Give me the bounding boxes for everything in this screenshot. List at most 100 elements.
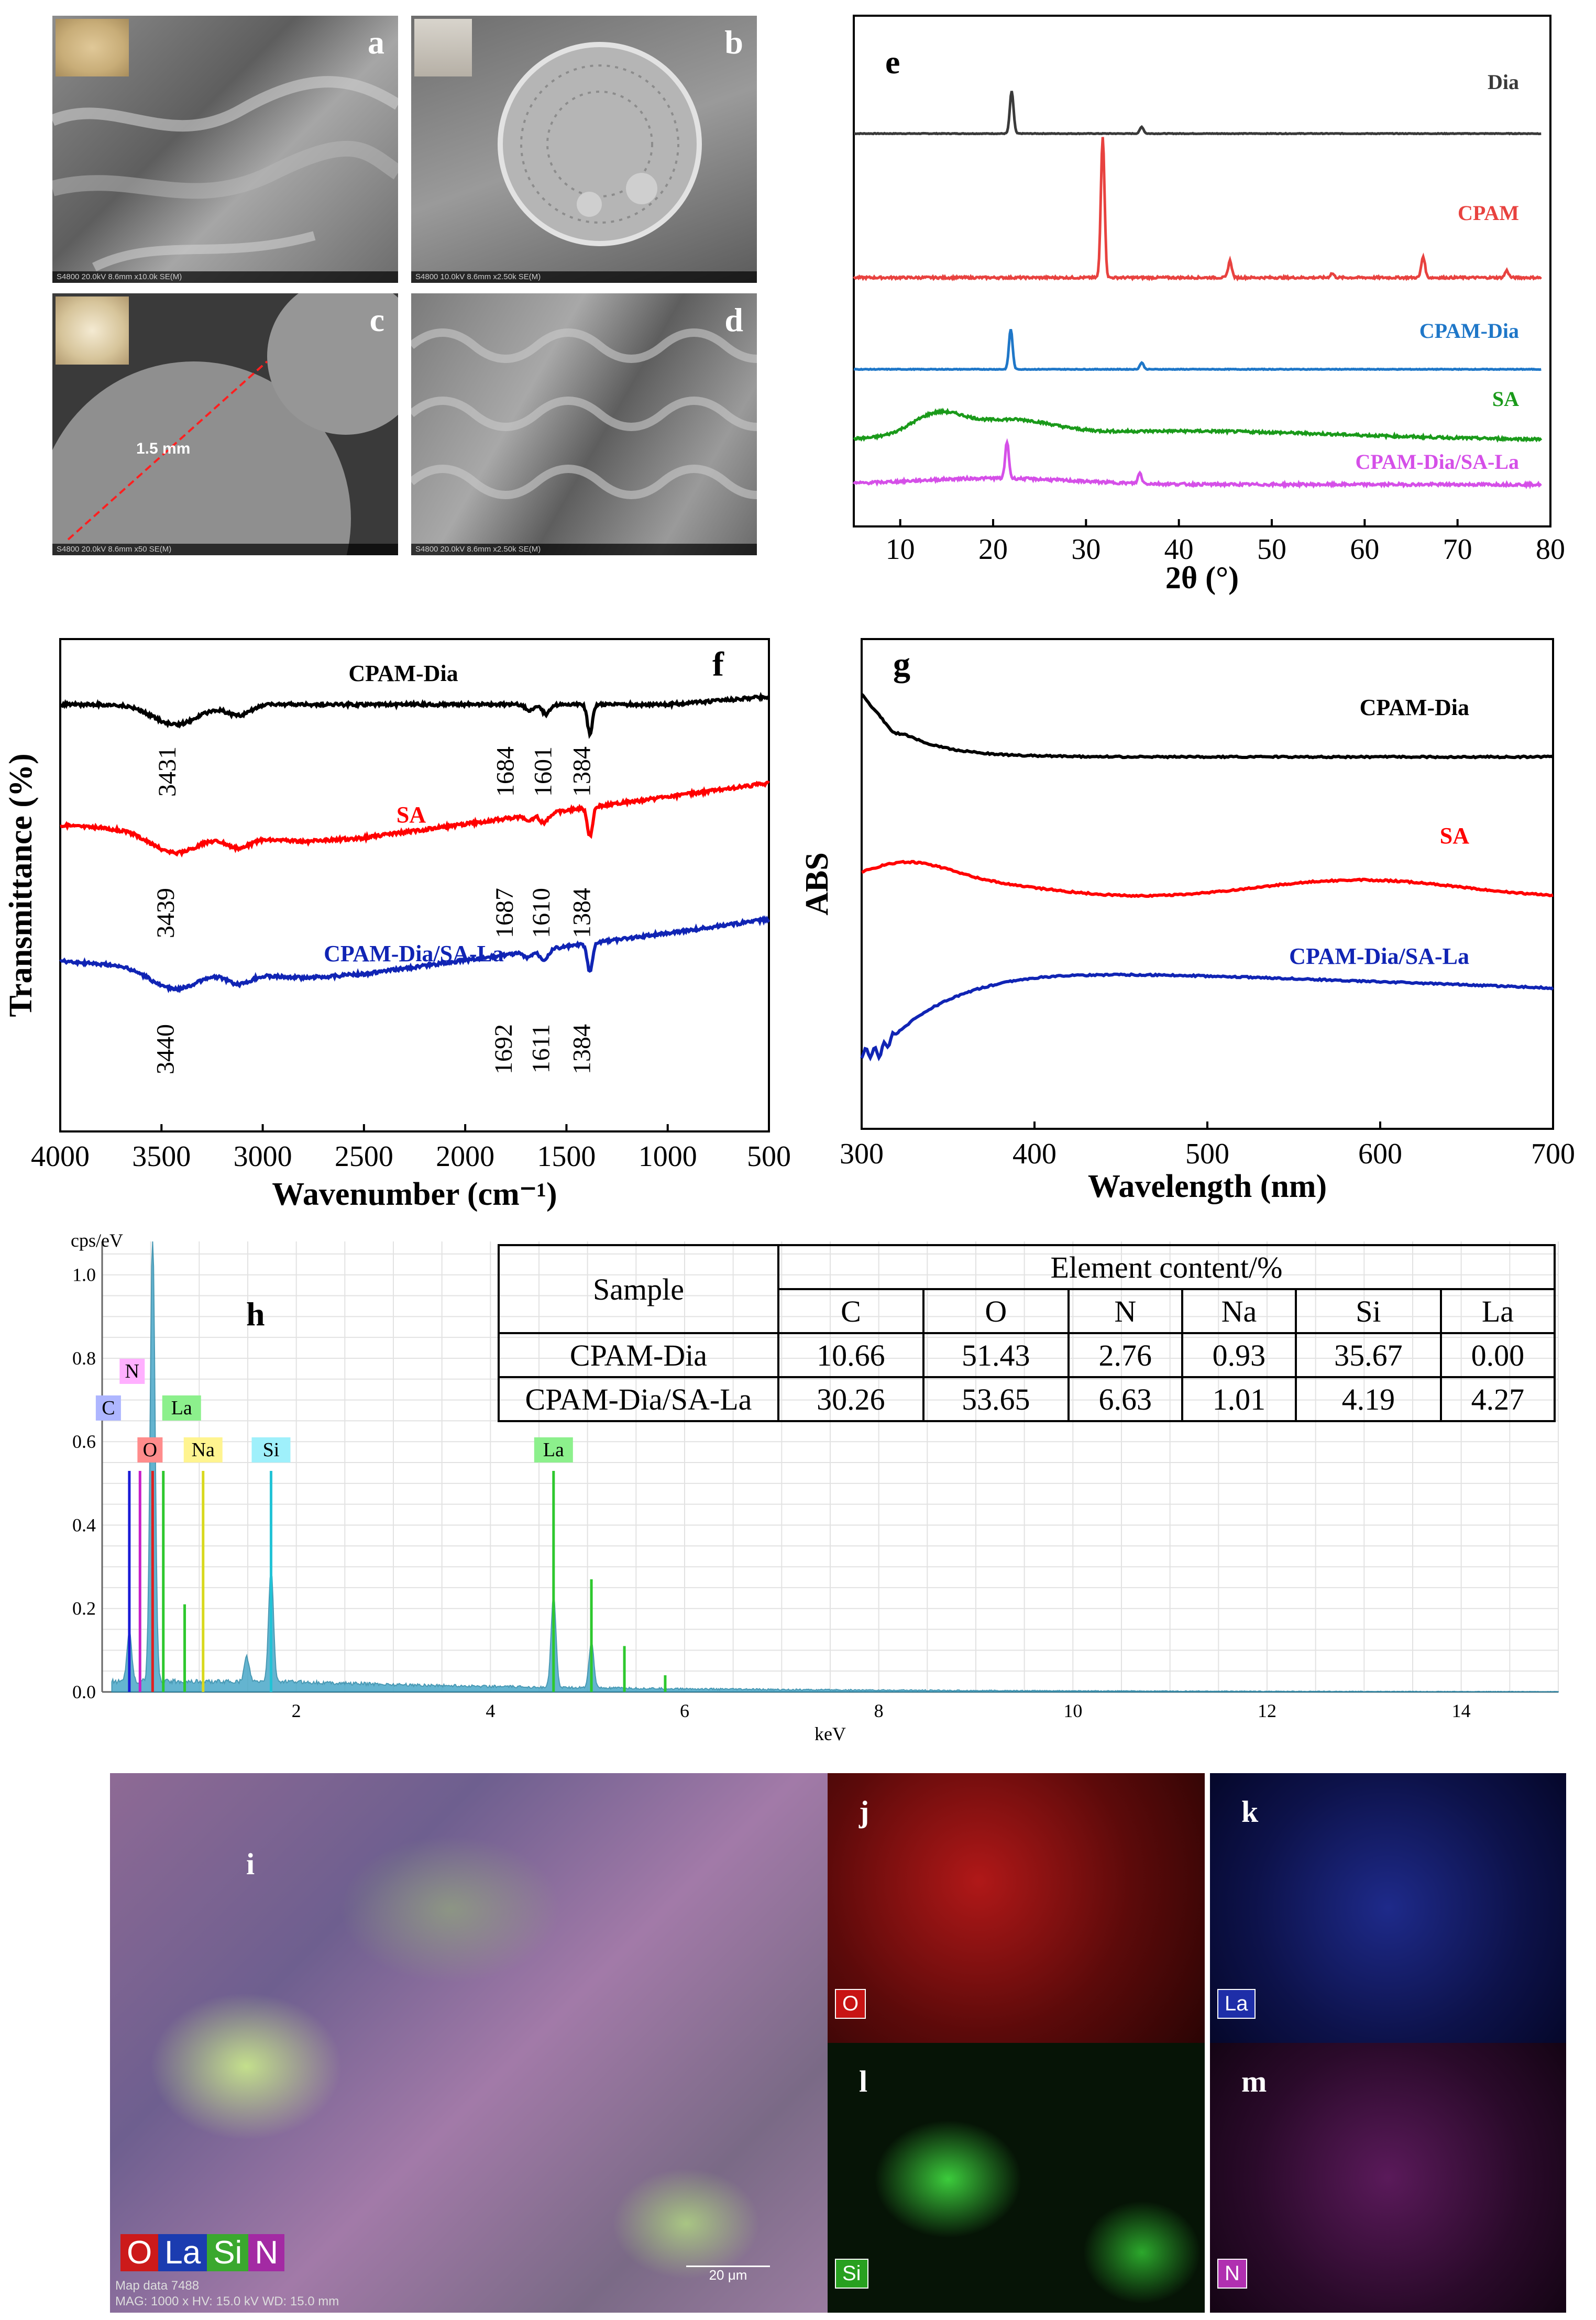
element-tag: Si [835,2259,868,2289]
x-tick-label: 2500 [335,1140,393,1173]
y-tick-label: 0.2 [72,1598,96,1619]
sample-cell: CPAM-Dia/SA-La [498,1376,779,1422]
bead-shapes [52,293,398,555]
wrinkle-texture [411,328,757,499]
band-label: 1611 [527,1024,555,1073]
scale-bar: 20 μm [686,2266,770,2283]
element-tag: O [143,1439,157,1461]
panel-label: b [724,24,743,61]
y-axis-label: cps/eV [71,1230,123,1251]
element-tag-bg [251,1437,291,1463]
map-overlay-i: i O La Si N Map data 7488 MAG: 1000 x HV… [110,1773,828,2313]
panel-label: c [369,301,384,338]
x-tick-label: 80 [1536,533,1565,566]
x-tick-label: 10 [1063,1700,1082,1721]
x-tick-label: 14 [1452,1700,1471,1721]
x-tick-label: 4 [486,1700,495,1721]
element-tag-bg [137,1437,163,1463]
col-header: N [1067,1288,1183,1334]
x-tick-label: 2 [292,1700,301,1721]
panel-label: g [893,645,910,684]
value-cell: 4.27 [1439,1376,1556,1422]
x-tick-label: 8 [874,1700,884,1721]
map-si-l: l Si [828,2043,1205,2313]
series-label: Dia [1488,70,1519,94]
series-label: CPAM-Dia [348,661,458,686]
panel-label: k [1241,1795,1259,1829]
x-tick-label: 700 [1531,1138,1575,1170]
y-axis-label: ABS [799,852,835,916]
legend-si: Si [207,2234,249,2271]
map-o-j: j O [828,1773,1205,2043]
x-tick-label: 30 [1071,533,1100,566]
panel-label: e [885,43,900,81]
x-tick-label: 500 [1185,1138,1229,1170]
band-label: 1601 [529,746,557,797]
band-label: 1384 [568,1024,596,1074]
series-line [853,91,1542,136]
x-tick-label: 70 [1443,533,1472,566]
x-tick-label: 600 [1358,1138,1402,1170]
series-line [853,329,1542,371]
legend-n: N [248,2234,285,2271]
series-label: CPAM-Dia/SA-La [324,941,504,966]
x-axis-label: 2θ (°) [1165,560,1239,595]
sem-panel-b: b S4800 10.0kV 8.6mm x2.50k SE(M) [411,16,757,283]
band-label: 3431 [153,746,181,797]
value-cell: 53.65 [922,1376,1070,1422]
series-line [861,860,1554,898]
x-tick-label: 40 [1164,533,1194,566]
value-cell: 1.01 [1181,1376,1297,1422]
x-tick-label: 10 [886,533,915,566]
map-legend: O La Si N [120,2234,285,2271]
series-line [852,438,1542,490]
series-line [853,137,1543,282]
chart-e-xrd: 10 20 30 40 50 60 70 80 2θ (°) e Dia CPAM CPAM-Dia SA… [852,15,1565,595]
value-cell: 0.00 [1439,1332,1556,1378]
value-cell: 0.93 [1181,1332,1297,1378]
value-cell: 30.26 [777,1376,924,1422]
x-tick-label: 300 [840,1138,884,1170]
series-line [60,780,770,858]
element-tag: O [835,1989,866,2019]
value-cell: 2.76 [1067,1332,1183,1378]
x-tick-label: 4000 [31,1140,90,1173]
legend-la: La [158,2234,207,2271]
series-line [853,408,1543,443]
x-tick-label: 1500 [537,1140,596,1173]
x-tick-label: 500 [747,1140,791,1173]
x-tick-label: 400 [1012,1138,1056,1170]
series-line [860,972,1554,1062]
sem-texture [52,76,398,272]
series-label: SA [397,802,426,828]
panel-label: d [724,301,743,338]
map-la-k: k La [1210,1773,1566,2043]
value-cell: 4.19 [1294,1376,1442,1422]
panel-label: h [246,1295,265,1333]
x-axis-label: Wavenumber (cm⁻¹) [272,1177,557,1212]
element-tag-bg [95,1395,121,1421]
plot-frame [59,638,770,1132]
x-axis-label: keV [814,1723,846,1744]
element-tag: Na [192,1439,215,1461]
y-tick-label: 0.8 [72,1348,96,1369]
x-tick-label: 60 [1350,533,1379,566]
band-label: 3439 [152,888,180,938]
col-header: Si [1294,1288,1442,1334]
inset-photo [56,296,129,365]
band-label: 3440 [151,1024,179,1074]
series-label: SA [1440,823,1469,849]
band-label: 1384 [568,888,596,938]
sem-footer: S4800 10.0kV 8.6mm x2.50k SE(M) [411,271,757,283]
group-header: Element content/% [777,1244,1556,1290]
sample-cell: CPAM-Dia [498,1332,779,1378]
sample-header: Sample [498,1244,779,1334]
panel-label: l [859,2064,868,2098]
y-axis-label: Transmittance (%) [3,753,39,1017]
band-label: 1610 [527,888,555,938]
panel-label: m [1241,2064,1267,2098]
col-header: C [777,1288,924,1334]
series-line [860,693,1554,760]
inset-photo [56,19,129,76]
x-tick-label: 2000 [436,1140,494,1173]
